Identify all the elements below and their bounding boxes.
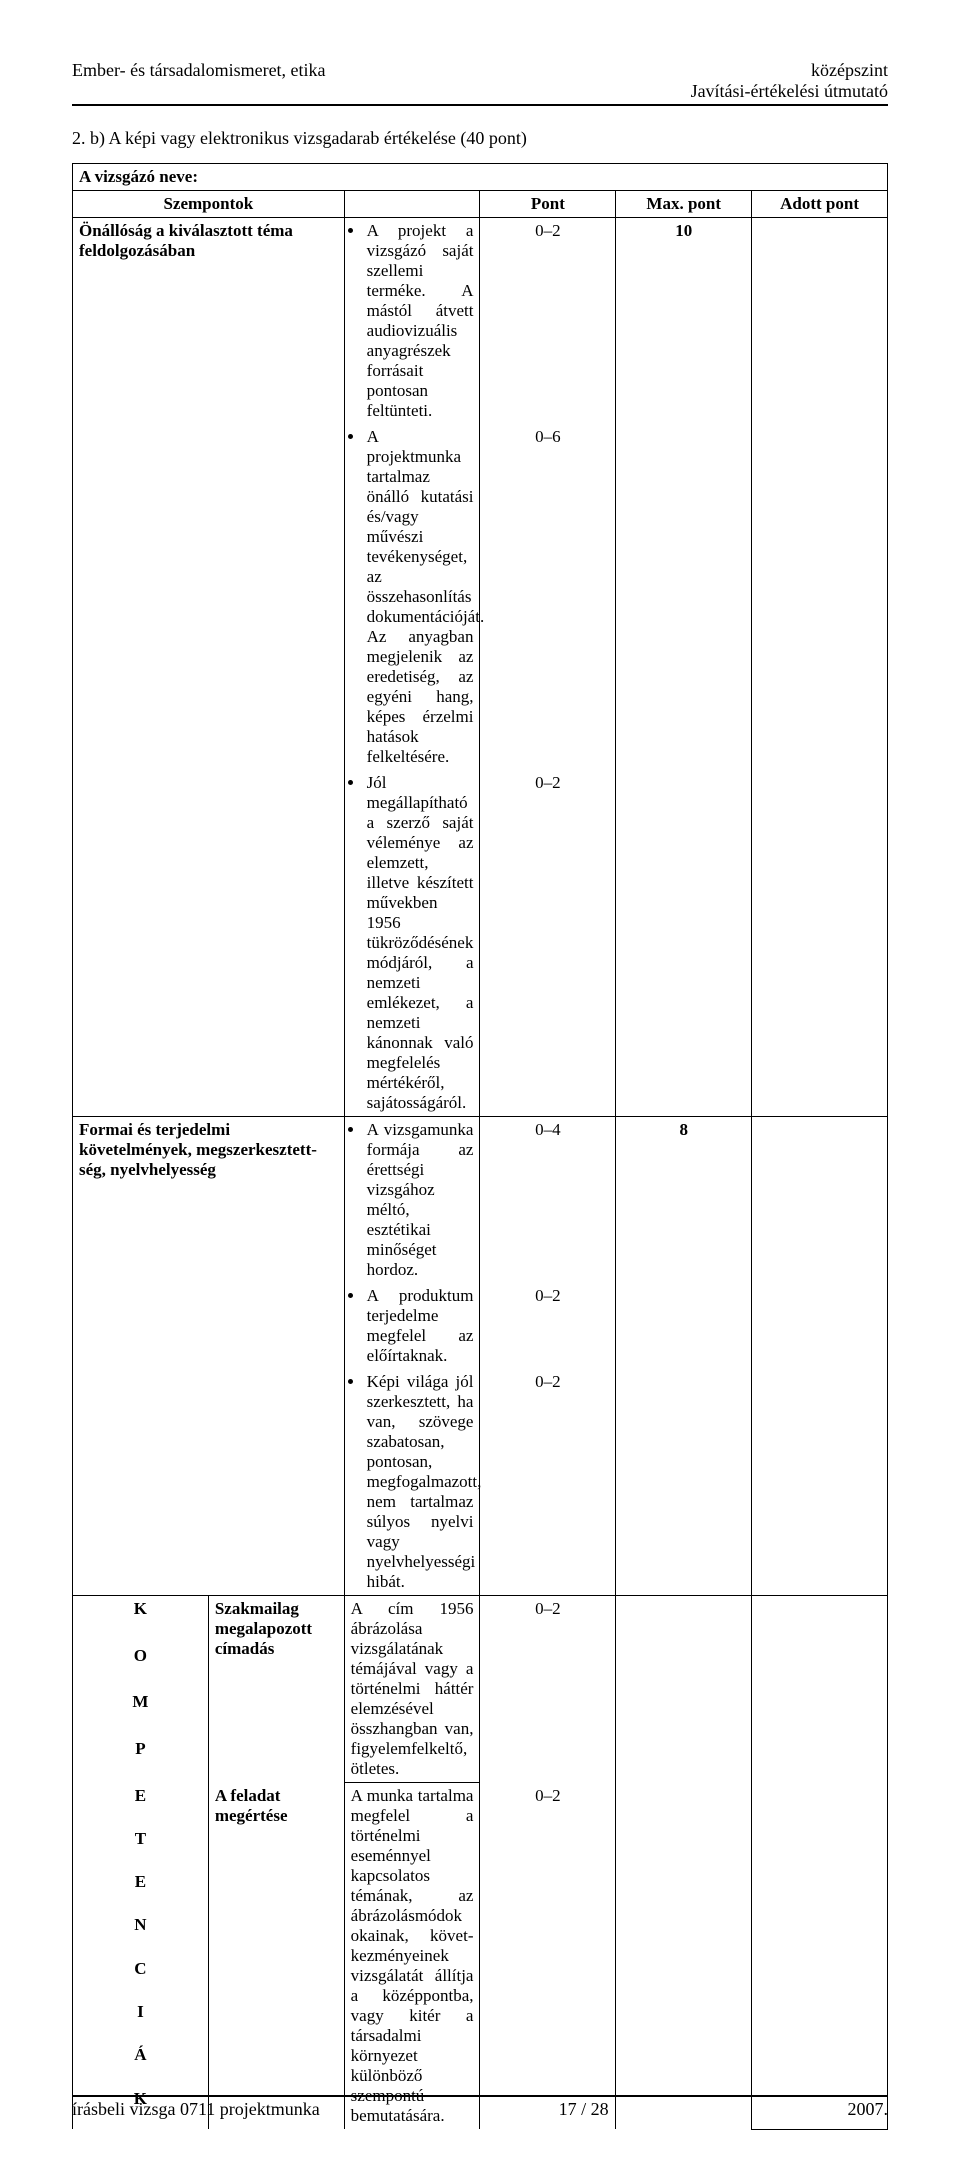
row4-label: A feladat megértése: [208, 1783, 344, 2130]
row2-bullet2: A produktum terjedelme megfelel az előír…: [365, 1286, 474, 1366]
row1-pt1: 0–2: [480, 218, 616, 425]
name-label: A vizsgázó neve:: [79, 167, 198, 186]
row3-label: Szakmailag megalapozott címadás: [208, 1596, 344, 1783]
row1-bullet2: A projektmunka tartalmaz önálló kutatási…: [365, 427, 474, 767]
komp-T: T: [73, 1826, 209, 1869]
column-header-row: Szempontok Pont Max. pont Adott pont: [73, 191, 888, 218]
row2-bullet1-cell: A vizsgamunka formája az érettségi vizsg…: [344, 1117, 480, 1284]
row1-adott: [752, 218, 888, 1117]
row2-bullet1: A vizsgamunka formája az érettségi vizsg…: [365, 1120, 474, 1280]
row2-pt1: 0–4: [480, 1117, 616, 1284]
komp-O: O: [73, 1643, 209, 1690]
row1-criterion: Önállóság a kiválasztott téma feldolgozá…: [73, 218, 345, 1117]
row4-pt: 0–2: [480, 1783, 616, 2130]
komp-E1: E: [73, 1783, 209, 1826]
footer-right: 2007.: [847, 2099, 888, 2120]
komp-max: [616, 1596, 752, 2130]
komp-P: P: [73, 1736, 209, 1783]
col-max: Max. pont: [616, 191, 752, 218]
header-right-top: középszint: [691, 60, 888, 81]
row1-max: 10: [616, 218, 752, 1117]
row2-b1: Formai és terjedelmi követelmények, megs…: [73, 1117, 888, 1284]
row1-b1: Önállóság a kiválasztott téma feldolgozá…: [73, 218, 888, 425]
komp-A: Á: [73, 2042, 209, 2085]
row1-bullet1: A projekt a vizsgázó saját szellemi term…: [365, 221, 474, 421]
row1-bullet3: Jól megállapítható a szerző saját vélemé…: [365, 773, 474, 1113]
col-szempontok: Szempontok: [73, 191, 345, 218]
komp-I: I: [73, 1999, 209, 2042]
row1-bullet2-cell: A projektmunka tartalmaz önálló kutatási…: [344, 424, 480, 770]
komp-N: N: [73, 1912, 209, 1955]
footer-center: 17 / 28: [559, 2099, 609, 2120]
row3-text-cell: A cím 1956 ábrázolása vizsgálatának témá…: [344, 1596, 480, 1783]
page-container: Ember- és társadalomismeret, etika közép…: [0, 0, 960, 2170]
col-pont: Pont: [480, 191, 616, 218]
page-footer: írásbeli vizsga 0711 projektmunka 17 / 2…: [72, 2095, 888, 2120]
row2-bullet3: Képi világa jól szerkesztett, ha van, sz…: [365, 1372, 474, 1592]
section-title: 2. b) A képi vagy elektronikus vizsgadar…: [72, 128, 888, 149]
komp-M: M: [73, 1689, 209, 1736]
row2-pt3: 0–2: [480, 1369, 616, 1596]
komp-adott: [752, 1596, 888, 2130]
name-row: A vizsgázó neve:: [73, 164, 888, 191]
row3-text: A cím 1956 ábrázolása vizsgálatának témá…: [351, 1599, 474, 1779]
row4-text-cell: A munka tartalma megfelel a történelmi e…: [344, 1783, 480, 2130]
footer-left: írásbeli vizsga 0711 projektmunka: [72, 2099, 320, 2120]
row1-pt2: 0–6: [480, 424, 616, 770]
row2-max: 8: [616, 1117, 752, 1596]
row3-pt: 0–2: [480, 1596, 616, 1783]
row2-bullet3-cell: Képi világa jól szerkesztett, ha van, sz…: [344, 1369, 480, 1596]
row1-pt3: 0–2: [480, 770, 616, 1117]
row2-pt2: 0–2: [480, 1283, 616, 1369]
header-right: középszint Javítási-értékelési útmutató: [691, 60, 888, 102]
row1-bullet3-cell: Jól megállapítható a szerző saját vélemé…: [344, 770, 480, 1117]
col-szempontok-desc: [344, 191, 480, 218]
name-label-cell: A vizsgázó neve:: [73, 164, 888, 191]
row4-text: A munka tartalma megfelel a történelmi e…: [351, 1786, 474, 2126]
komp-K: K: [73, 1596, 209, 1643]
row2-criterion: Formai és terjedelmi követelmények, megs…: [73, 1117, 345, 1596]
row2-bullet2-cell: A produktum terjedelme megfelel az előír…: [344, 1283, 480, 1369]
header-left: Ember- és társadalomismeret, etika: [72, 60, 326, 102]
row2-adott: [752, 1117, 888, 1596]
komp-E2: E: [73, 1869, 209, 1912]
header-right-bottom: Javítási-értékelési útmutató: [691, 81, 888, 102]
row1-bullet1-cell: A projekt a vizsgázó saját szellemi term…: [344, 218, 480, 425]
row3: K Szakmailag megalapozott címadás A cím …: [73, 1596, 888, 1643]
page-header: Ember- és társadalomismeret, etika közép…: [72, 60, 888, 106]
evaluation-table: A vizsgázó neve: Szempontok Pont Max. po…: [72, 163, 888, 2130]
col-adott: Adott pont: [752, 191, 888, 218]
komp-C: C: [73, 1956, 209, 1999]
